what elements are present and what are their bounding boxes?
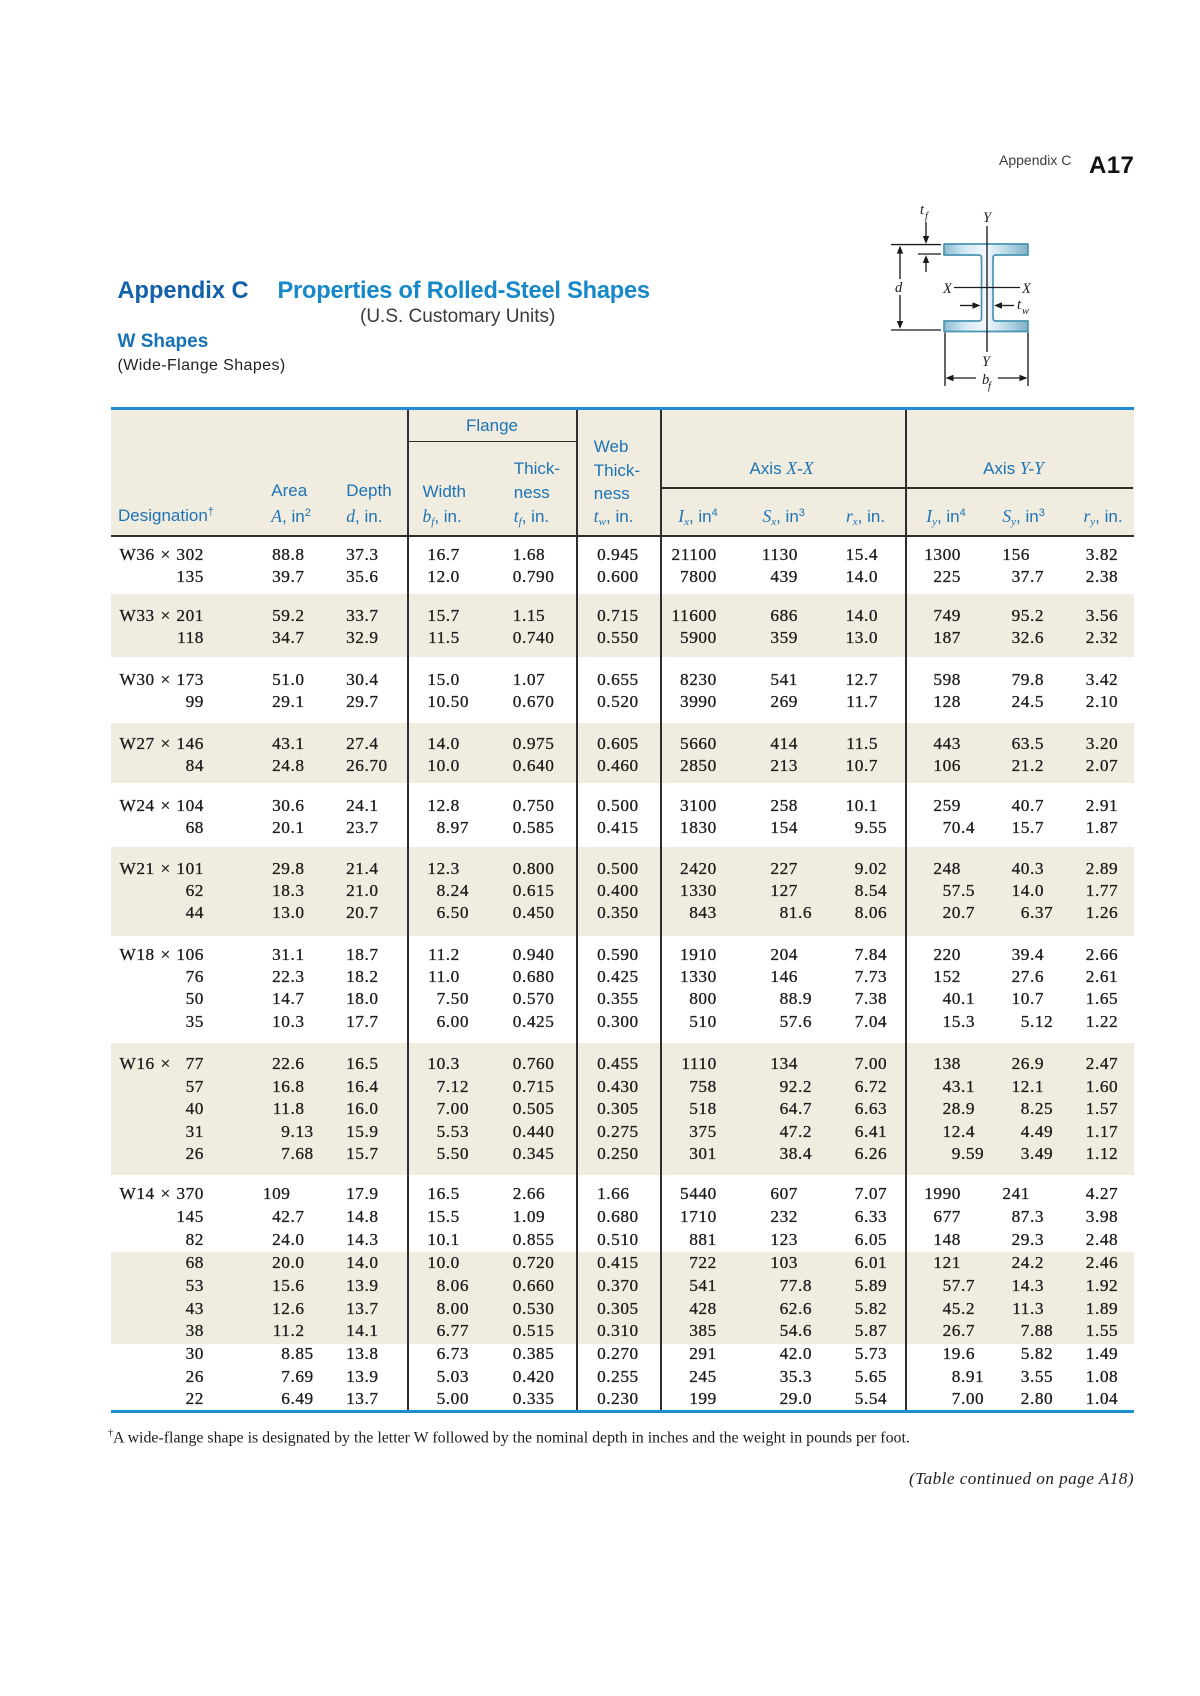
svg-text:Y: Y [983, 210, 993, 226]
svg-text:b: b [982, 372, 989, 388]
svg-text:w: w [1022, 306, 1029, 317]
svg-text:d: d [895, 280, 903, 296]
svg-text:t: t [1017, 297, 1022, 313]
svg-text:f: f [925, 211, 930, 222]
svg-text:f: f [988, 381, 993, 392]
svg-text:X: X [942, 281, 953, 297]
svg-text:t: t [920, 202, 925, 218]
svg-text:X: X [1021, 281, 1032, 297]
svg-text:Y: Y [982, 354, 992, 370]
